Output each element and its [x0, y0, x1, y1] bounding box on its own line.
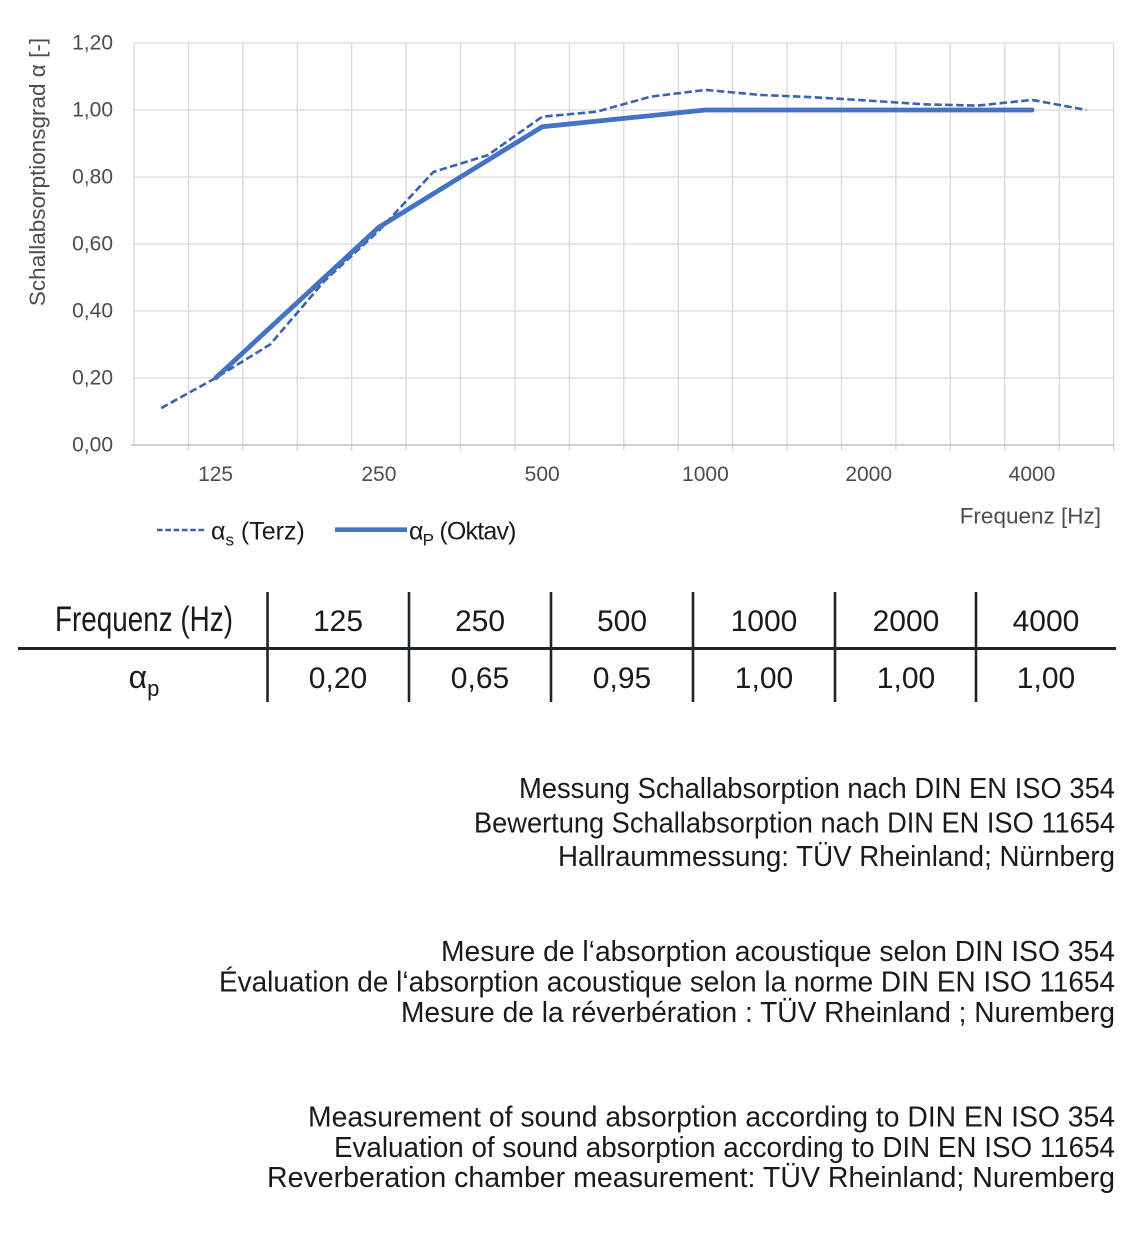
svg-text:1,00: 1,00: [72, 98, 113, 121]
svg-text:125: 125: [198, 463, 233, 486]
svg-text:2000: 2000: [845, 463, 892, 486]
svg-text:2000: 2000: [873, 605, 940, 638]
svg-text:Evaluation of sound absorption: Evaluation of sound absorption according…: [334, 1132, 1115, 1164]
svg-text:500: 500: [597, 605, 647, 638]
svg-text:Mesure de la réverbération : T: Mesure de la réverbération : TÜV Rheinla…: [401, 997, 1115, 1029]
svg-text:Hallraummessung: TÜV Rheinland: Hallraummessung: TÜV Rheinland; Nürnberg: [558, 841, 1115, 873]
svg-text:0,40: 0,40: [72, 299, 113, 322]
svg-text:0,60: 0,60: [72, 232, 113, 255]
svg-text:Messung Schallabsorption nach: Messung Schallabsorption nach DIN EN ISO…: [519, 773, 1115, 805]
svg-text:250: 250: [455, 605, 505, 638]
svg-text:1000: 1000: [731, 605, 798, 638]
svg-text:0,00: 0,00: [72, 433, 113, 456]
svg-text:1000: 1000: [682, 463, 729, 486]
svg-text:250: 250: [361, 463, 396, 486]
svg-text:Mesure de l‘absorption acousti: Mesure de l‘absorption acoustique selon …: [441, 936, 1115, 968]
svg-text:0,20: 0,20: [309, 662, 367, 695]
svg-text:Frequenz [Hz]: Frequenz [Hz]: [960, 504, 1101, 529]
svg-text:0,20: 0,20: [72, 366, 113, 389]
svg-text:1,00: 1,00: [877, 662, 935, 695]
svg-text:1,00: 1,00: [1017, 662, 1075, 695]
svg-text:4000: 4000: [1013, 605, 1080, 638]
svg-text:1,00: 1,00: [735, 662, 793, 695]
svg-text:Schallabsorptionsgrad α [-]: Schallabsorptionsgrad α [-]: [25, 38, 50, 306]
svg-text:0,95: 0,95: [593, 662, 651, 695]
svg-text:Évaluation de l‘absorption aco: Évaluation de l‘absorption acoustique se…: [219, 966, 1115, 999]
svg-text:αp: αp: [129, 659, 160, 701]
svg-text:1,20: 1,20: [72, 31, 113, 54]
svg-text:0,80: 0,80: [72, 165, 113, 188]
svg-text:Frequenz (Hz): Frequenz (Hz): [55, 600, 233, 639]
svg-text:Bewertung Schallabsorption nac: Bewertung Schallabsorption nach DIN EN I…: [474, 807, 1115, 839]
svg-text:4000: 4000: [1009, 463, 1056, 486]
svg-text:0,65: 0,65: [451, 662, 509, 695]
svg-text:αP (Oktav): αP (Oktav): [409, 518, 516, 550]
svg-text:Reverberation chamber measurem: Reverberation chamber measurement: TÜV R…: [267, 1162, 1115, 1194]
svg-text:500: 500: [525, 463, 560, 486]
svg-text:125: 125: [313, 605, 363, 638]
svg-text:Measurement of sound absorptio: Measurement of sound absorption accordin…: [308, 1101, 1115, 1133]
svg-text:αs (Terz): αs (Terz): [211, 518, 305, 550]
